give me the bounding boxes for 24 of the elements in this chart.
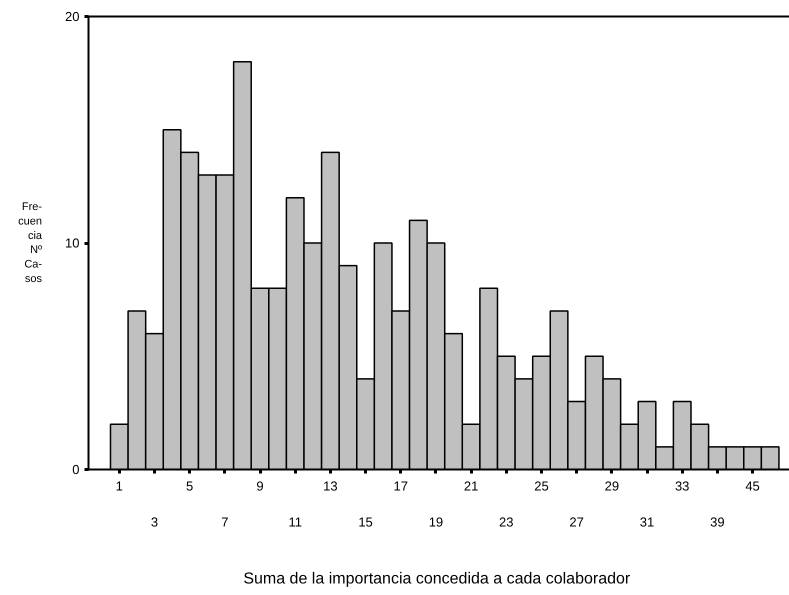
x-tick-label: 17: [394, 478, 408, 494]
x-tick-label: 7: [221, 514, 228, 530]
x-tick-label: 5: [186, 478, 194, 494]
x-tick-label: 15: [358, 514, 373, 530]
y-tick-label: 20: [65, 9, 80, 24]
x-tick-label: 29: [604, 478, 620, 494]
x-tick-label: 39: [710, 514, 725, 530]
x-tick-label: 9: [256, 478, 264, 494]
x-tick-label: 23: [499, 514, 514, 530]
x-tick-label: 33: [674, 478, 690, 494]
y-tick-label: 0: [72, 462, 80, 477]
x-tick-label: 13: [323, 478, 338, 494]
x-tick-label: 25: [534, 478, 549, 494]
x-tick-label: 1: [116, 478, 123, 494]
x-tick-label: 11: [288, 514, 302, 530]
x-tick-label: 45: [745, 478, 760, 494]
x-tick-label: 21: [464, 478, 478, 494]
x-tick-label: 31: [640, 514, 654, 530]
x-tick-label: 19: [428, 514, 444, 530]
y-tick-label: 10: [65, 236, 80, 250]
y-axis-title: Fre- cuen cia Nº Ca- sos: [18, 201, 43, 285]
x-tick-label: 3: [150, 514, 158, 530]
x-axis-title: Suma de la importancia concedida a cada colaborador: [243, 570, 631, 588]
x-tick-label: 27: [569, 514, 584, 530]
